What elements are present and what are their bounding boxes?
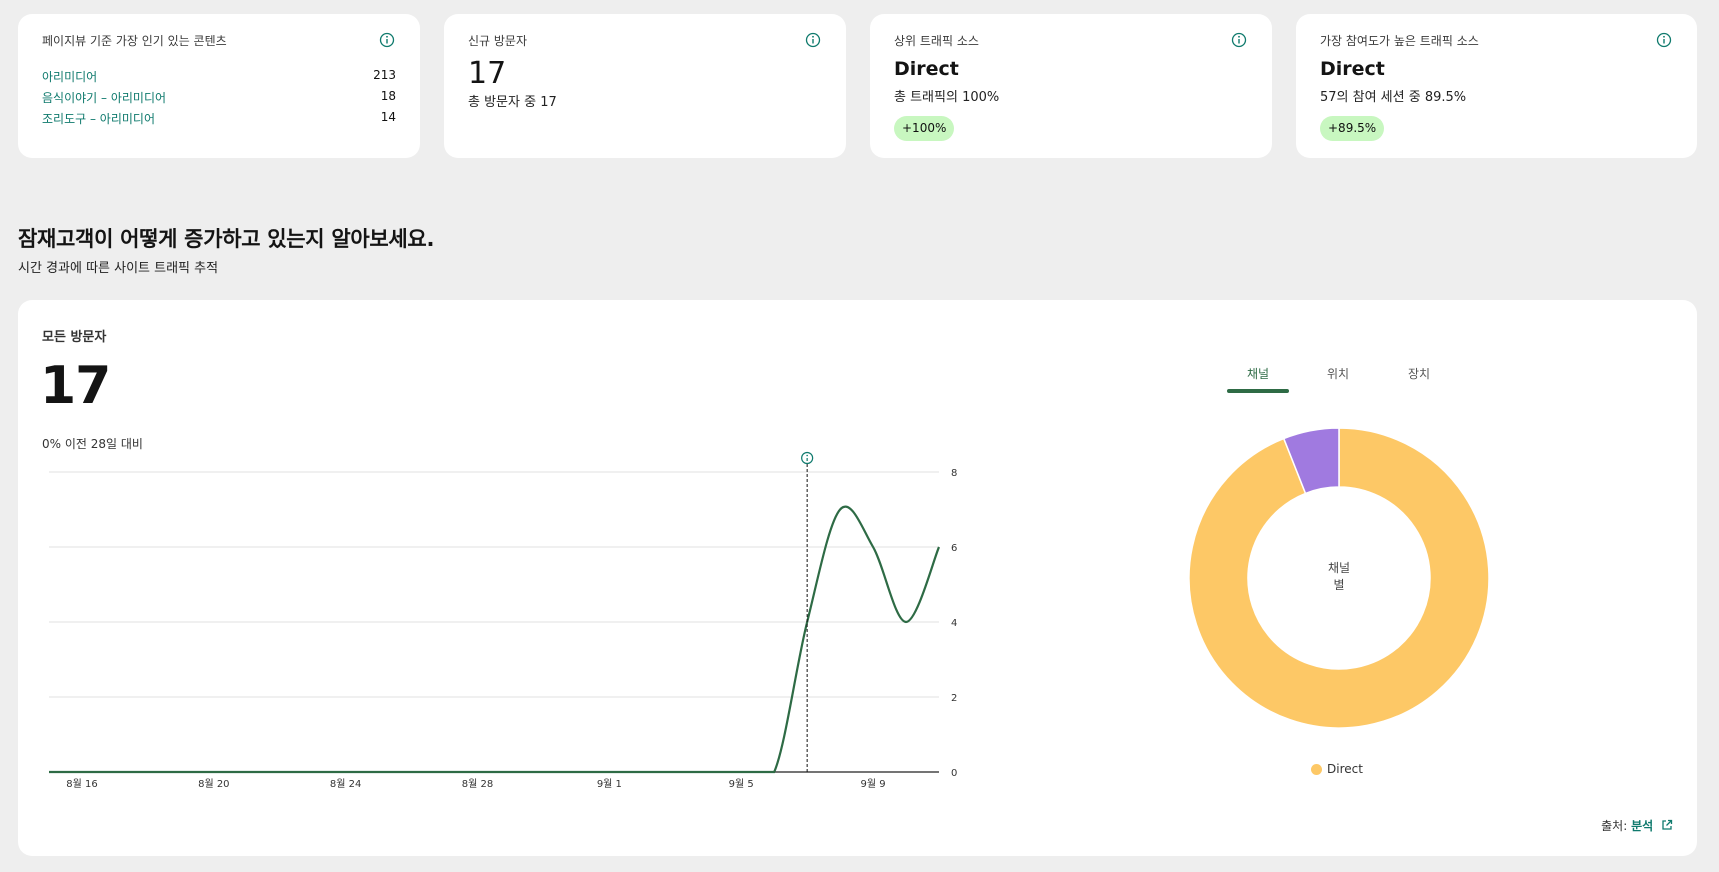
engaged-traffic-value: Direct — [1320, 58, 1385, 80]
new-visitors-sub: 총 방문자 중 17 — [468, 95, 557, 110]
source-attribution: 출처: 분석 — [1601, 817, 1673, 834]
x-tick-label: 9월 9 — [861, 778, 886, 790]
content-link[interactable]: 조리도구 – 아리미디어 — [42, 112, 155, 126]
chart-legend: Direct — [1311, 762, 1363, 776]
visitors-value: 17 — [40, 356, 111, 416]
visitors-card: 모든 방문자 17 0% 이전 28일 대비 0 2 4 6 8 8월 16 8월 20 8월… — [18, 300, 1697, 856]
card-title: 페이지뷰 기준 가장 인기 있는 콘텐츠 — [42, 34, 227, 48]
engaged-traffic-sub: 57의 참여 세션 중 89.5% — [1320, 90, 1467, 105]
donut-center-line1: 채널 — [1327, 561, 1351, 575]
donut-slice[interactable] — [1282, 427, 1340, 495]
donut-center-label: 채널 별 — [1299, 560, 1379, 594]
top-traffic-card: 상위 트래픽 소스 Direct 총 트래픽의 100% +100% — [870, 14, 1272, 158]
tab-location[interactable]: 위치 — [1326, 367, 1350, 381]
info-icon[interactable] — [1231, 32, 1247, 48]
info-icon[interactable] — [379, 32, 395, 48]
new-visitors-value: 17 — [468, 56, 507, 91]
info-icon[interactable] — [1656, 32, 1672, 48]
tab-device[interactable]: 장치 — [1407, 367, 1431, 381]
section-title: 잠재고객이 어떻게 증가하고 있는지 알아보세요. — [18, 227, 435, 251]
content-link[interactable]: 음식이야기 – 아리미디어 — [42, 91, 167, 105]
x-tick-label: 9월 5 — [729, 778, 754, 790]
source-label: 출처: — [1601, 819, 1628, 833]
status-badge: +100% — [894, 116, 955, 141]
list-item: 음식이야기 – 아리미디어 18 — [42, 89, 396, 107]
y-tick-label: 0 — [951, 768, 957, 779]
channel-donut-chart — [1188, 427, 1490, 729]
list-item: 아리미디어 213 — [42, 68, 396, 86]
content-count: 18 — [380, 89, 396, 103]
source-link[interactable]: 분석 — [1631, 819, 1654, 833]
tab-channel[interactable]: 채널 — [1227, 355, 1289, 393]
y-tick-label: 4 — [951, 618, 957, 629]
new-visitors-card: 신규 방문자 17 총 방문자 중 17 — [444, 14, 846, 158]
breakdown-tabs: 채널 위치 장치 — [1227, 355, 1471, 393]
content-count: 14 — [380, 110, 396, 124]
donut-center-line2: 별 — [1333, 578, 1345, 592]
card-title: 가장 참여도가 높은 트래픽 소스 — [1320, 34, 1479, 48]
y-tick-label: 6 — [951, 543, 957, 554]
visitors-line-chart: 0 2 4 6 8 8월 16 8월 20 8월 24 8월 28 9월 1 9월 5 9월 9 — [49, 451, 957, 790]
y-tick-label: 2 — [951, 693, 957, 704]
section-subtitle: 시간 경과에 따른 사이트 트래픽 추적 — [18, 261, 219, 276]
info-icon-dot — [806, 454, 808, 457]
legend-swatch — [1311, 763, 1322, 775]
top-traffic-value: Direct — [894, 58, 959, 80]
content-link[interactable]: 아리미디어 — [42, 70, 98, 84]
card-title: 신규 방문자 — [468, 34, 528, 48]
engaged-traffic-card: 가장 참여도가 높은 트래픽 소스 Direct 57의 참여 세션 중 89.… — [1296, 14, 1697, 158]
y-tick-label: 8 — [951, 468, 957, 479]
series-line — [49, 505, 941, 774]
info-icon[interactable] — [805, 32, 821, 48]
visitors-change: 0% 이전 28일 대비 — [42, 437, 143, 451]
visitors-label: 모든 방문자 — [42, 330, 107, 345]
donut-slice[interactable] — [1188, 427, 1490, 729]
x-tick-label: 8월 24 — [330, 778, 361, 790]
status-badge: +89.5% — [1320, 116, 1385, 141]
legend-label: Direct — [1327, 762, 1363, 776]
list-item: 조리도구 – 아리미디어 14 — [42, 110, 396, 128]
content-count: 213 — [373, 68, 396, 82]
x-tick-label: 8월 20 — [198, 778, 229, 790]
top-traffic-sub: 총 트래픽의 100% — [894, 90, 1000, 105]
x-tick-label: 8월 28 — [462, 778, 493, 790]
card-title: 상위 트래픽 소스 — [894, 34, 979, 48]
x-tick-label: 8월 16 — [66, 778, 97, 790]
top-content-card: 페이지뷰 기준 가장 인기 있는 콘텐츠 아리미디어 213 음식이야기 – 아… — [18, 14, 420, 158]
x-tick-label: 9월 1 — [597, 778, 622, 790]
external-link-icon[interactable] — [1661, 819, 1673, 831]
